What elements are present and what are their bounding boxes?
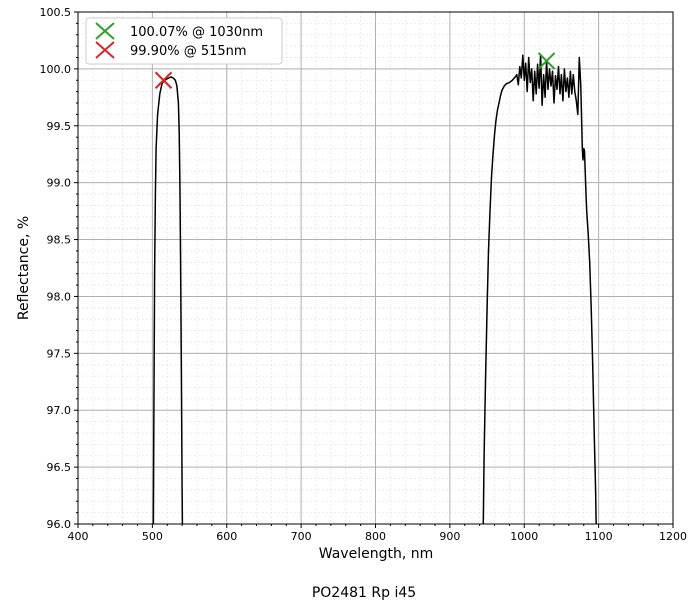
x-tick-label: 400	[68, 530, 89, 543]
y-tick-label: 96.5	[47, 461, 72, 474]
y-axis-label: Reflectance, %	[16, 216, 32, 320]
x-tick-label: 1100	[585, 530, 613, 543]
legend: 100.07% @ 1030nm 99.90% @ 515nm	[85, 17, 283, 65]
y-tick-label: 100.0	[40, 63, 72, 76]
x-tick-label: 600	[216, 530, 237, 543]
axes	[74, 11, 674, 528]
peak-marker-515nm	[154, 71, 173, 89]
x-tick-label: 900	[439, 530, 460, 543]
legend-marker-green-x-icon	[95, 22, 115, 40]
y-tick-label: 97.5	[47, 347, 72, 360]
legend-entry-515nm: 99.90% @ 515nm	[130, 44, 247, 59]
reflectance-band-2-line	[482, 54, 597, 524]
series-lines	[152, 54, 597, 524]
y-tick-label: 96.0	[47, 518, 72, 531]
x-tick-label: 800	[365, 530, 386, 543]
peak-marker-stroke	[537, 52, 556, 70]
y-tick-label: 100.5	[40, 6, 72, 19]
x-tick-label: 700	[291, 530, 312, 543]
y-tick-label: 98.5	[47, 234, 72, 247]
legend-entry-1030nm: 100.07% @ 1030nm	[130, 25, 263, 40]
x-axis-label: Wavelength, nm	[319, 546, 433, 562]
y-tick-label: 99.5	[47, 120, 72, 133]
y-tick-label: 97.0	[47, 404, 72, 417]
y-tick-labels: 96.0 96.5 97.0 97.5 98.0 98.5 99.0 99.5 100.0 100…	[40, 6, 72, 531]
reflectance-band-1-line	[152, 76, 184, 524]
x-tick-labels: 400 500 600 700 800 900 1000 1100 1200	[68, 530, 688, 543]
peak-markers	[154, 52, 556, 89]
peak-marker-1030nm	[537, 52, 556, 70]
x-tick-label: 1000	[510, 530, 538, 543]
x-tick-label: 500	[142, 530, 163, 543]
legend-marker-red-x-icon	[95, 41, 115, 59]
x-tick-label: 1200	[659, 530, 687, 543]
y-tick-label: 98.0	[47, 290, 72, 303]
y-tick-label: 99.0	[47, 177, 72, 190]
legend-box	[85, 17, 283, 65]
chart-footer-caption: PO2481 Rp i45	[312, 585, 416, 601]
peak-marker-stroke	[154, 71, 173, 89]
